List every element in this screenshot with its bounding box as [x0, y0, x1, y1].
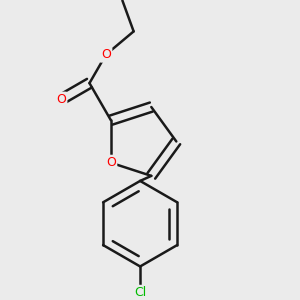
Text: Cl: Cl: [134, 286, 146, 299]
Text: O: O: [101, 48, 111, 61]
Text: O: O: [106, 156, 116, 169]
Text: O: O: [56, 93, 66, 106]
